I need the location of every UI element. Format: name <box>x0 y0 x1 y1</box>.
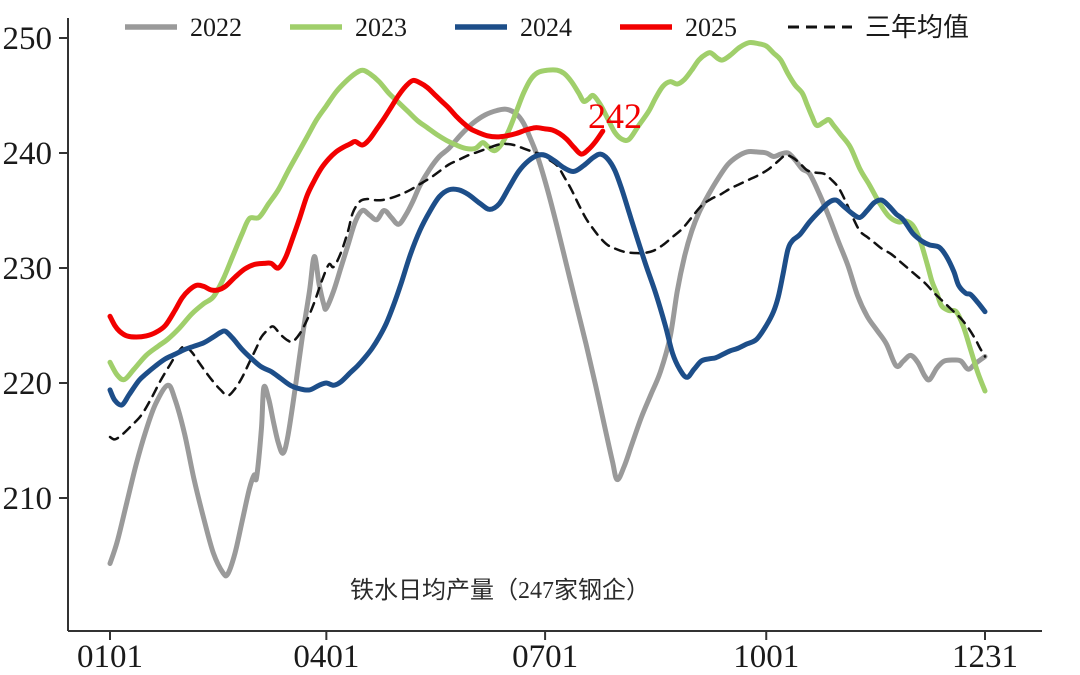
legend-item-2025: 2025 <box>620 13 737 42</box>
legend-label-2024: 2024 <box>520 13 572 42</box>
axes: 210 220 230 240 250 0101 0401 0701 1001 1231 <box>3 18 1042 675</box>
legend-label-三年均值: 三年均值 <box>865 13 969 42</box>
x-tick-label-1001: 1001 <box>733 639 799 675</box>
series-line-三年均值 <box>108 142 987 441</box>
legend-item-三年均值: 三年均值 <box>788 13 969 42</box>
legend-label-2023: 2023 <box>355 13 407 42</box>
series-line-2024 <box>107 151 988 408</box>
series-line-2022 <box>107 106 988 579</box>
x-tick-label-1231: 1231 <box>952 639 1018 675</box>
x-tick-label-0401: 0401 <box>293 639 359 675</box>
latest-value-annotation: 242 <box>588 96 642 136</box>
y-tick-label-220: 220 <box>3 366 53 402</box>
series-line-2023 <box>107 39 988 394</box>
y-tick-label-210: 210 <box>3 481 53 517</box>
legend: 2022 2023 2024 2025 三年均值 <box>125 13 969 42</box>
x-tick-label-0701: 0701 <box>512 639 578 675</box>
y-tick-label-240: 240 <box>3 136 53 172</box>
legend-item-2022: 2022 <box>125 13 242 42</box>
legend-item-2023: 2023 <box>290 13 407 42</box>
legend-label-2025: 2025 <box>685 13 737 42</box>
legend-item-2024: 2024 <box>455 13 572 42</box>
y-tick-label-250: 250 <box>3 21 53 57</box>
y-tick-label-230: 230 <box>3 251 53 287</box>
series-line-2025 <box>107 77 606 340</box>
chart-title: 铁水日均产量（247家钢企） <box>350 577 650 604</box>
x-tick-label-0101: 0101 <box>77 639 143 675</box>
legend-label-2022: 2022 <box>190 13 242 42</box>
series-lines <box>107 39 988 579</box>
